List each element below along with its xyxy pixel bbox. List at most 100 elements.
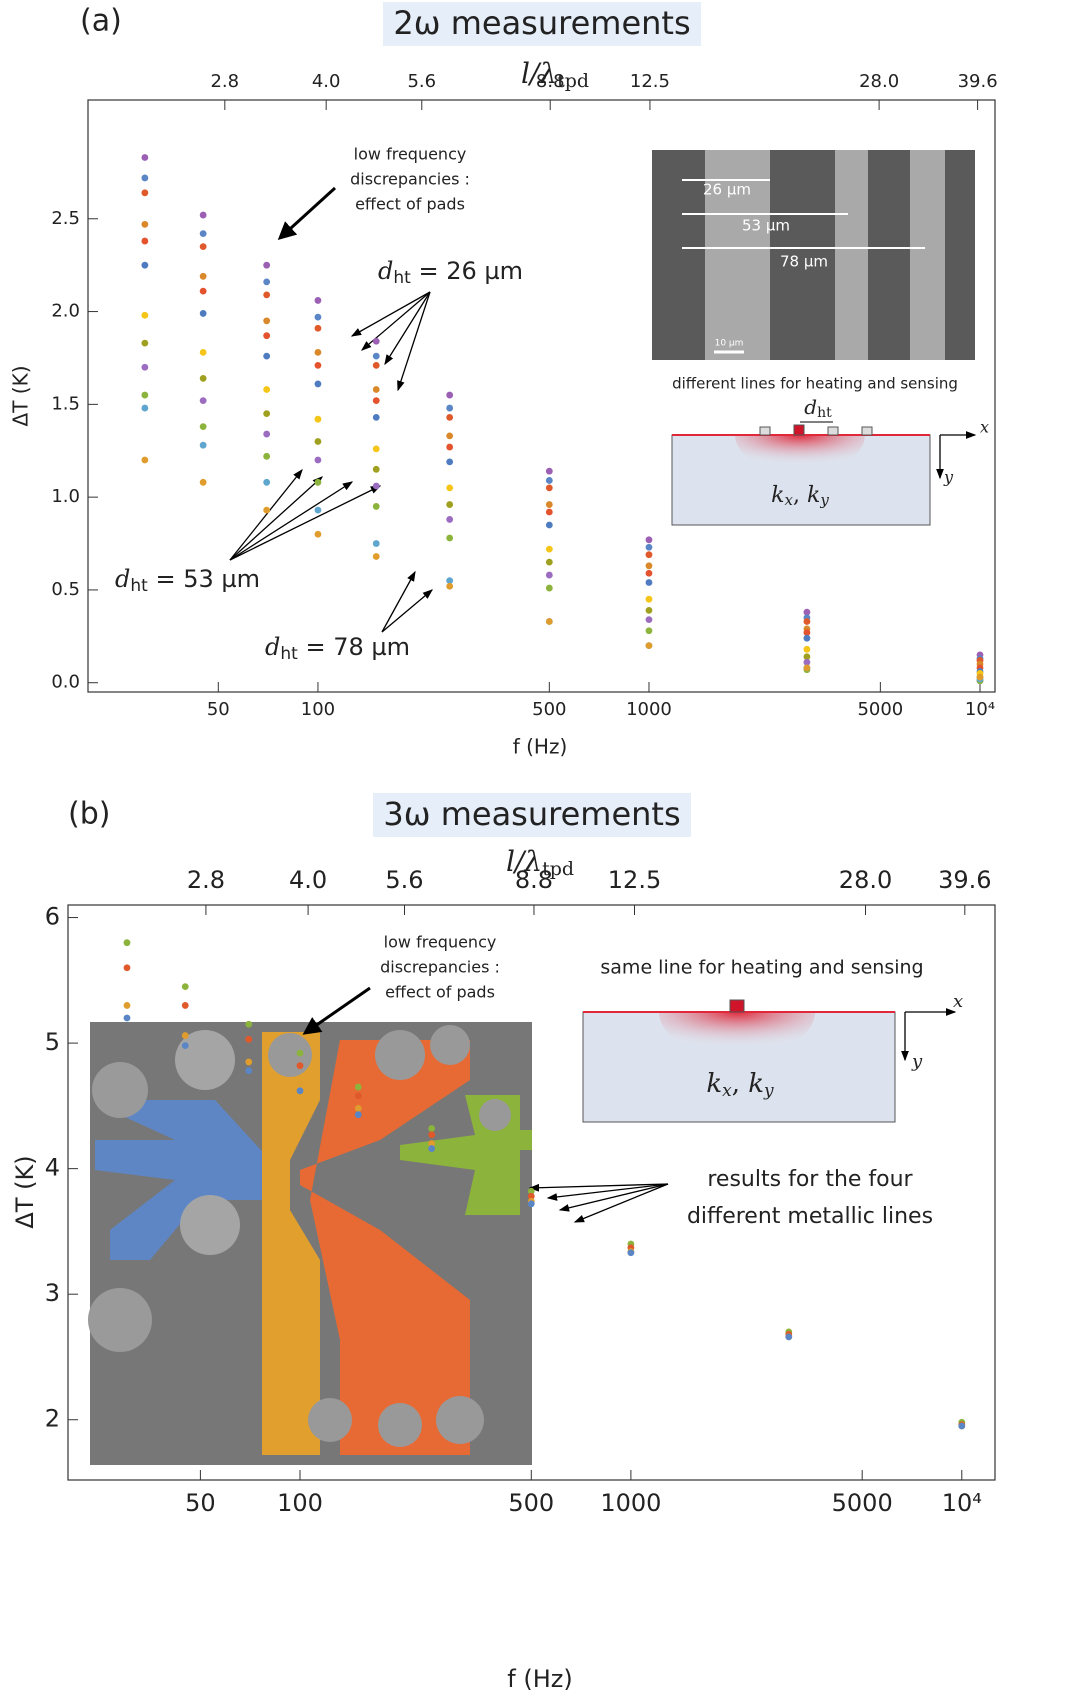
bond-ball <box>308 1398 352 1442</box>
data-point <box>803 645 811 653</box>
group-label: dht = 78 µm <box>265 633 410 665</box>
annotation: effect of pads <box>385 983 495 1002</box>
data-point <box>123 1014 131 1022</box>
data-point <box>372 540 380 547</box>
data-point <box>314 324 322 332</box>
data-point <box>263 478 271 486</box>
group-text: = 53 µm <box>148 565 260 593</box>
data-point <box>803 629 811 637</box>
x-tick-label: 10⁴ <box>965 699 995 720</box>
x2-tick-label: 39.6 <box>938 866 991 894</box>
bond-ball <box>436 1396 484 1444</box>
data-point <box>354 1083 362 1091</box>
data-point <box>199 348 207 356</box>
data-point <box>627 1249 635 1257</box>
data-point <box>446 577 454 585</box>
data-point <box>314 380 322 388</box>
data-point <box>199 374 207 382</box>
data-point <box>296 1079 304 1087</box>
data-point <box>645 642 653 650</box>
data-point <box>446 391 454 399</box>
y-tick-label: 3 <box>45 1279 60 1307</box>
data-point <box>545 467 553 475</box>
bond-ball <box>88 1288 152 1352</box>
data-point <box>354 1111 362 1119</box>
x2-tick-label: 39.6 <box>958 71 998 92</box>
y-axis-label: ΔT (K) <box>11 1155 39 1228</box>
annotation: different metallic lines <box>687 1204 933 1229</box>
data-point <box>446 484 454 492</box>
annotation-arrow <box>229 476 323 561</box>
data-point <box>314 313 322 321</box>
data-point <box>446 404 454 412</box>
annotation-arrow <box>384 291 431 366</box>
data-point <box>645 579 653 586</box>
x2-tick-label: 4.0 <box>289 866 327 894</box>
data-point <box>428 1140 436 1147</box>
y-tick-label: 2 <box>45 1405 60 1433</box>
x2-label-sub: tpd <box>542 858 574 880</box>
data-point <box>263 332 271 340</box>
separator: , <box>793 483 807 508</box>
pad <box>759 426 771 436</box>
y-tick-label: 5 <box>45 1028 60 1056</box>
data-point <box>123 1002 131 1009</box>
data-point <box>314 361 322 369</box>
x-tick-label: 100 <box>301 699 335 720</box>
data-point <box>446 534 454 542</box>
data-point <box>263 506 271 514</box>
data-point <box>296 1087 304 1095</box>
bond-ball <box>180 1195 240 1255</box>
k-sub: x <box>722 1081 732 1101</box>
data-point <box>263 317 271 325</box>
chart-title: 2ω measurements <box>393 4 690 42</box>
data-point <box>199 287 207 295</box>
data-point <box>314 297 322 304</box>
axis-label: y <box>943 468 954 487</box>
x2-axis-label: l/λtpd <box>506 845 574 881</box>
micrograph-stripe <box>705 150 770 360</box>
orange-pads <box>262 1032 320 1455</box>
data-point <box>545 558 553 566</box>
x-tick-label: 5000 <box>832 1489 893 1517</box>
subscript: ht <box>817 405 832 421</box>
k-sub: x <box>785 491 794 509</box>
annotation-arrow <box>277 186 337 241</box>
data-point <box>428 1145 436 1152</box>
data-point <box>199 441 207 449</box>
y-tick-label: 1.0 <box>51 486 80 507</box>
group-text: = 78 µm <box>298 633 410 661</box>
data-point <box>245 1020 253 1028</box>
annotation-arrow <box>229 468 303 561</box>
data-point <box>314 348 322 356</box>
data-point <box>645 551 653 559</box>
y-tick-label: 0.0 <box>51 672 80 693</box>
data-point <box>428 1125 436 1132</box>
data-point <box>372 397 380 405</box>
heater <box>729 999 745 1013</box>
data-point <box>199 423 207 431</box>
y-tick-label: 2.5 <box>51 208 80 229</box>
data-point <box>428 1131 436 1139</box>
x2-label-main: l/λ <box>521 57 557 90</box>
blue-pads <box>95 1100 270 1260</box>
micrograph: 26 µm 53 µm 78 µm 10 µm <box>652 150 975 360</box>
k-sub: y <box>763 1081 774 1101</box>
k: k <box>706 1069 722 1099</box>
data-point <box>181 983 189 991</box>
width-label: 26 µm <box>703 181 751 199</box>
annotation-arrow <box>573 1183 669 1223</box>
data-point <box>372 503 380 510</box>
data-point <box>545 501 553 508</box>
data-point <box>645 616 653 624</box>
plot-frame <box>87 99 996 693</box>
annotation: discrepancies : <box>350 170 470 189</box>
data-point <box>785 1333 793 1341</box>
k: k <box>748 1069 764 1099</box>
data-point <box>141 154 149 161</box>
data-point <box>245 1067 253 1075</box>
annotation-arrow <box>302 986 371 1035</box>
data-point <box>314 438 322 445</box>
annotation: effect of pads <box>355 195 465 214</box>
